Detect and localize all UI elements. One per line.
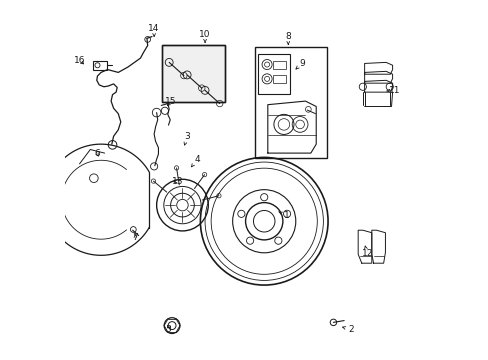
Text: 4: 4 [191, 155, 200, 167]
Text: 11: 11 [386, 86, 400, 95]
Bar [162, 45, 224, 102]
Text: 16: 16 [74, 57, 85, 66]
Bar [258, 54, 290, 94]
Text: 1: 1 [278, 211, 289, 220]
Text: 10: 10 [199, 30, 210, 42]
Text: 13: 13 [172, 176, 183, 185]
Bar [162, 45, 224, 102]
Text: 2: 2 [342, 325, 353, 334]
Bar [273, 61, 285, 69]
Text: 12: 12 [361, 246, 372, 258]
Text: 6: 6 [94, 149, 100, 158]
Bar [93, 61, 106, 69]
Text: 5: 5 [165, 325, 171, 334]
Bar [255, 47, 326, 158]
Text: 8: 8 [285, 32, 290, 44]
Text: 15: 15 [165, 97, 176, 106]
Text: 9: 9 [295, 59, 304, 69]
Text: 7: 7 [132, 233, 138, 242]
Text: 3: 3 [183, 132, 190, 145]
Text: 14: 14 [148, 24, 160, 36]
Bar [273, 75, 285, 83]
